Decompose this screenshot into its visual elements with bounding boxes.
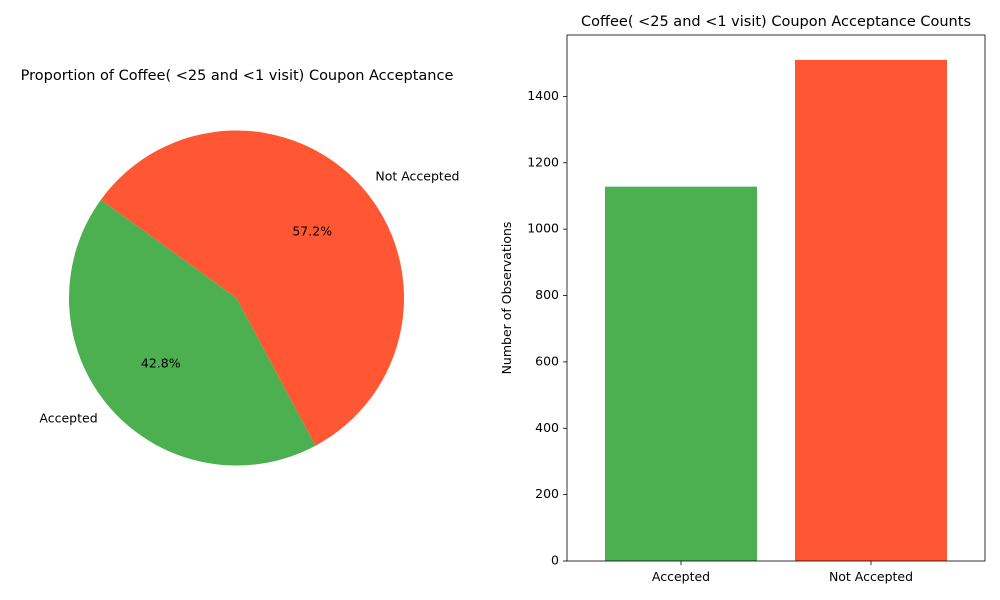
y-tick-label: 800 [535,287,559,302]
pie-percent-label: 57.2% [292,223,332,238]
x-tick-label: Not Accepted [829,569,913,584]
y-tick-label: 0 [551,553,559,568]
y-tick-label: 200 [535,486,559,501]
y-tick-label: 1000 [527,221,559,236]
bar-not-accepted [795,59,947,562]
y-tick-label: 1400 [527,88,559,103]
x-tick-label: Accepted [652,569,710,584]
pie-title: Proportion of Coffee( <25 and <1 visit) … [21,68,454,84]
y-tick-label: 600 [535,353,559,368]
bar-accepted [605,186,757,561]
bar-chart: Coffee( <25 and <1 visit) Coupon Accepta… [499,14,986,584]
pie-percent-label: 42.8% [141,356,181,371]
pie-category-label: Not Accepted [375,168,459,183]
pie-slice-not-accepted [100,130,404,446]
y-tick-label: 400 [535,420,559,435]
bar-title: Coffee( <25 and <1 visit) Coupon Accepta… [581,14,971,30]
pie-category-label: Accepted [39,411,97,426]
pie-chart: Proportion of Coffee( <25 and <1 visit) … [21,68,459,466]
bar-y-axis-label: Number of Observations [499,222,514,375]
plot-frame [566,34,986,562]
pie-slice-accepted [68,199,316,466]
y-tick-label: 1200 [527,154,559,169]
